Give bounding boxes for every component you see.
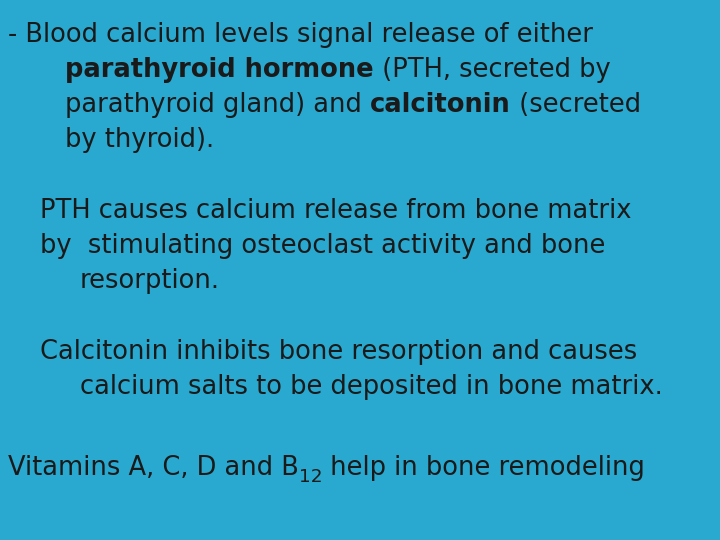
Text: calcium salts to be deposited in bone matrix.: calcium salts to be deposited in bone ma… — [80, 374, 662, 400]
Text: help in bone remodeling: help in bone remodeling — [323, 455, 645, 481]
Text: (secreted: (secreted — [510, 92, 641, 118]
Text: 12: 12 — [299, 469, 323, 487]
Text: by  stimulating osteoclast activity and bone: by stimulating osteoclast activity and b… — [40, 233, 606, 259]
Text: parathyroid gland) and: parathyroid gland) and — [65, 92, 370, 118]
Text: PTH causes calcium release from bone matrix: PTH causes calcium release from bone mat… — [40, 198, 631, 224]
Text: - Blood calcium levels signal release of either: - Blood calcium levels signal release of… — [8, 22, 593, 48]
Text: calcitonin: calcitonin — [370, 92, 510, 118]
Text: by thyroid).: by thyroid). — [65, 127, 214, 153]
Text: resorption.: resorption. — [80, 268, 220, 294]
Text: Calcitonin inhibits bone resorption and causes: Calcitonin inhibits bone resorption and … — [40, 339, 637, 365]
Text: parathyroid hormone: parathyroid hormone — [65, 57, 374, 83]
Text: (PTH, secreted by: (PTH, secreted by — [374, 57, 611, 83]
Text: Vitamins A, C, D and B: Vitamins A, C, D and B — [8, 455, 299, 481]
